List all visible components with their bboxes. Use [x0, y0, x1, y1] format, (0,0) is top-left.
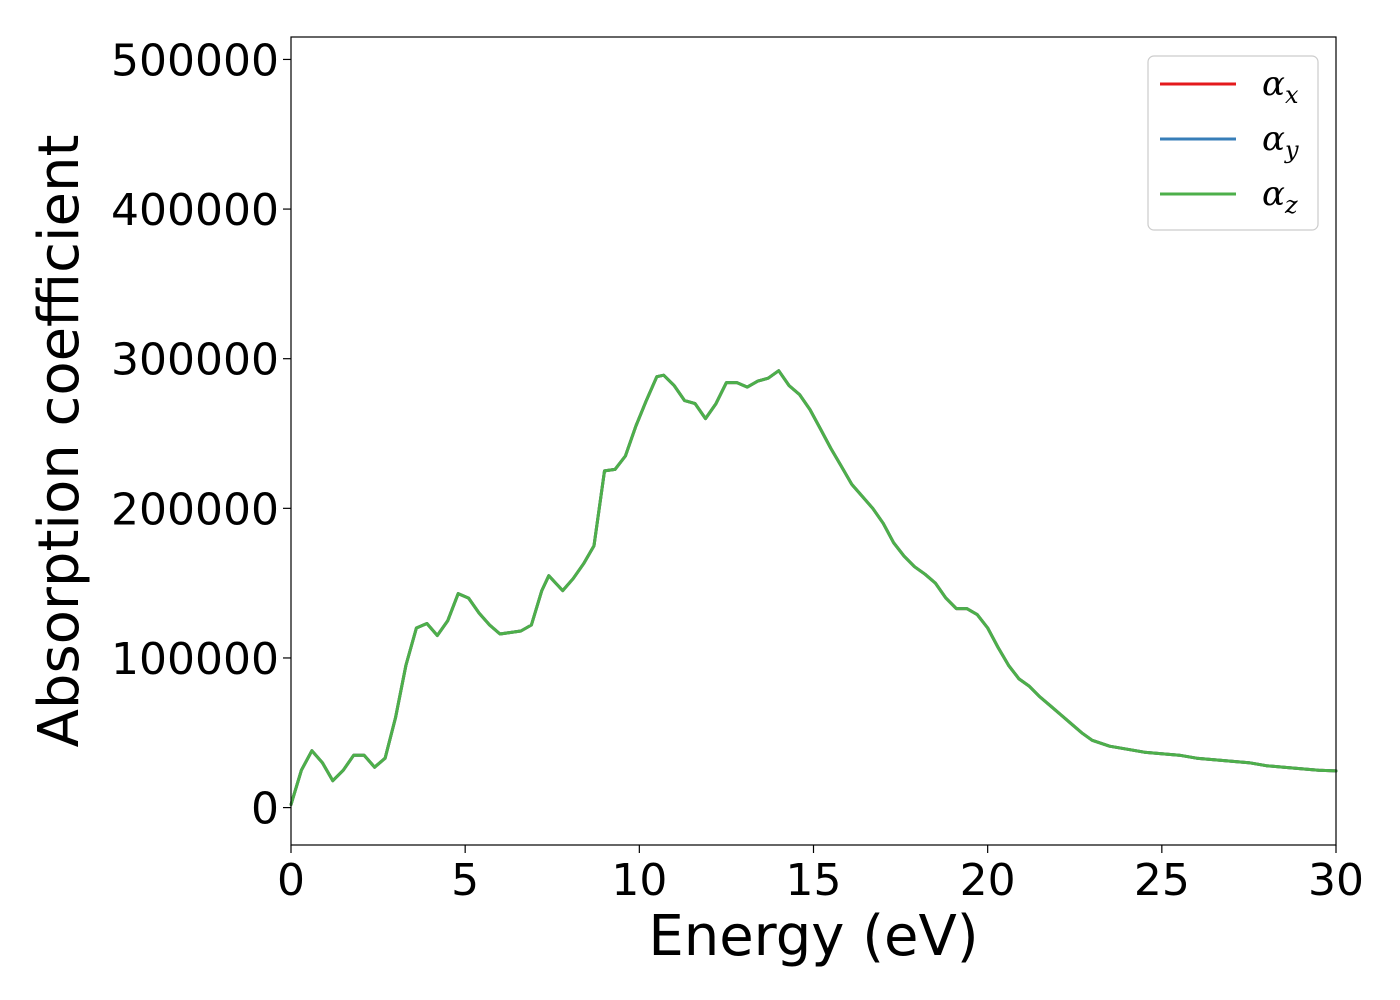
- x-tick-label: 25: [1134, 855, 1190, 906]
- series-line-y: [289, 369, 1338, 807]
- legend-label-z: αz: [1262, 174, 1298, 219]
- legend-label-x: αx: [1262, 64, 1299, 109]
- y-tick-label: 400000: [111, 185, 279, 236]
- y-axis-ticks: 0 100000 200000 300000 400000 500000: [111, 35, 291, 835]
- series-layer: [289, 369, 1338, 807]
- y-tick-label: 300000: [111, 335, 279, 386]
- legend-box: [1147, 55, 1319, 231]
- x-tick-label: 15: [786, 855, 842, 906]
- y-tick-label: 200000: [111, 484, 279, 535]
- x-axis-label: Energy (eV): [648, 904, 978, 969]
- x-tick-label: 20: [960, 855, 1016, 906]
- y-tick-label: 500000: [111, 35, 279, 86]
- y-tick-label: 0: [251, 784, 279, 835]
- y-tick-label: 100000: [111, 634, 279, 685]
- x-axis-ticks: 0 5 10 15 20 25 30: [277, 845, 1364, 906]
- series-line-x: [289, 369, 1338, 807]
- y-axis-label: Absorption coefficient: [27, 135, 92, 748]
- legend: αx αy αz: [1147, 55, 1319, 231]
- legend-label-y: αy: [1262, 119, 1299, 164]
- series-line-z: [289, 369, 1338, 807]
- x-tick-label: 10: [611, 855, 667, 906]
- x-tick-label: 30: [1308, 855, 1364, 906]
- x-tick-label: 0: [277, 855, 305, 906]
- x-tick-label: 5: [451, 855, 479, 906]
